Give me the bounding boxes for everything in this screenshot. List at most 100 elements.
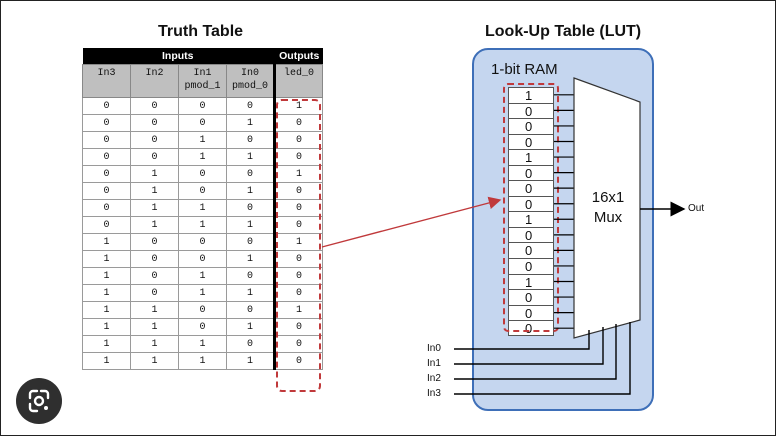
input-cell: 1 bbox=[130, 318, 179, 336]
lut-title: Look-Up Table (LUT) bbox=[485, 23, 642, 40]
mux-shape bbox=[573, 77, 641, 339]
input-cell: 0 bbox=[82, 165, 131, 183]
input-cell: 1 bbox=[130, 199, 179, 217]
column-header-line2: pmod_1 bbox=[184, 81, 221, 92]
column-header: In2 bbox=[130, 64, 179, 98]
column-header: In1 pmod_1 bbox=[178, 64, 227, 98]
input-cell: 1 bbox=[178, 352, 227, 370]
ram-cell: 0 bbox=[508, 118, 554, 134]
input-cell: 0 bbox=[178, 165, 227, 183]
ram-cell: 1 bbox=[508, 211, 554, 227]
mux-label: 16x1 Mux bbox=[578, 188, 638, 228]
output-cell: 0 bbox=[274, 352, 323, 370]
input-cell: 0 bbox=[226, 301, 276, 319]
ram-cell: 0 bbox=[508, 195, 554, 212]
column-header: led_0 bbox=[274, 64, 323, 98]
column-header: In0 pmod_0 bbox=[226, 64, 276, 98]
column-header-line1: In1 bbox=[193, 68, 212, 79]
input-cell: 1 bbox=[130, 352, 179, 370]
input-cell: 1 bbox=[226, 284, 276, 302]
truth-table: Inputs Outputs In3 In2 In1 pmod_1 In0 pmod_0 l… bbox=[82, 48, 323, 370]
ram-cell: 0 bbox=[508, 304, 554, 320]
column-header-line1: In0 bbox=[240, 68, 259, 79]
input-cell: 0 bbox=[178, 182, 227, 200]
input-cell: 1 bbox=[82, 318, 131, 336]
select-wires bbox=[454, 322, 631, 395]
output-cell: 0 bbox=[274, 182, 323, 200]
input-cell: 1 bbox=[82, 352, 131, 370]
ram-cell: 0 bbox=[508, 258, 554, 274]
column-header-line1: In3 bbox=[97, 68, 116, 79]
input-cell: 1 bbox=[226, 318, 276, 336]
input-cell: 0 bbox=[82, 199, 131, 217]
select-input-in0: In0 bbox=[427, 343, 441, 354]
output-cell: 0 bbox=[274, 216, 323, 234]
ram-cell: 1 bbox=[508, 87, 554, 103]
ram-cell: 0 bbox=[508, 289, 554, 305]
output-column-highlight bbox=[276, 99, 321, 392]
ram-cell: 1 bbox=[508, 149, 554, 165]
output-cell: 0 bbox=[274, 148, 323, 166]
ram-cell: 0 bbox=[508, 242, 554, 258]
inputs-group-header: Inputs bbox=[82, 48, 276, 65]
mux-label-line2: Mux bbox=[593, 209, 623, 226]
input-cell: 0 bbox=[178, 250, 227, 268]
input-cell: 1 bbox=[82, 284, 131, 302]
google-lens-icon[interactable] bbox=[16, 378, 62, 424]
input-cell: 1 bbox=[82, 233, 131, 251]
column-header: In3 bbox=[82, 64, 131, 98]
input-cell: 0 bbox=[178, 97, 227, 115]
input-cell: 0 bbox=[130, 97, 179, 115]
ram-to-mux-wires bbox=[554, 94, 576, 329]
column-header-line1: In2 bbox=[145, 68, 164, 79]
select-input-in1: In1 bbox=[427, 358, 441, 369]
select-input-in2: In2 bbox=[427, 373, 441, 384]
ram-cell: 0 bbox=[508, 164, 554, 181]
output-cell: 0 bbox=[274, 250, 323, 268]
input-cell: 0 bbox=[82, 131, 131, 149]
select-input-in3: In3 bbox=[427, 388, 441, 399]
outputs-group-header: Outputs bbox=[274, 48, 323, 65]
input-cell: 0 bbox=[178, 233, 227, 251]
mux-label-line1: 16x1 bbox=[591, 189, 625, 206]
output-cell: 1 bbox=[274, 233, 323, 251]
output-cell: 0 bbox=[274, 131, 323, 149]
ram-cell: 0 bbox=[508, 102, 554, 118]
column-header-row: In3 In2 In1 pmod_1 In0 pmod_0 led_0 bbox=[82, 64, 323, 98]
column-header-line1: led_0 bbox=[283, 68, 314, 79]
input-cell: 1 bbox=[82, 250, 131, 268]
input-cell: 1 bbox=[226, 250, 276, 268]
ram-cell: 1 bbox=[508, 273, 554, 289]
output-cell: 0 bbox=[274, 335, 323, 353]
input-cell: 1 bbox=[130, 216, 179, 234]
output-cell: 0 bbox=[274, 267, 323, 285]
input-cell: 1 bbox=[226, 182, 276, 200]
ram-cell: 0 bbox=[508, 226, 554, 243]
input-cell: 0 bbox=[178, 114, 227, 132]
ram-cell: 0 bbox=[508, 180, 554, 196]
input-cell: 1 bbox=[130, 165, 179, 183]
input-cell: 0 bbox=[226, 131, 276, 149]
column-header-line2: pmod_0 bbox=[231, 81, 268, 92]
input-cell: 1 bbox=[82, 301, 131, 319]
input-cell: 1 bbox=[82, 267, 131, 285]
truth-table-title: Truth Table bbox=[158, 23, 244, 40]
input-cell: 0 bbox=[130, 233, 179, 251]
input-cell: 1 bbox=[130, 335, 179, 353]
input-cell: 1 bbox=[178, 216, 227, 234]
input-cell: 0 bbox=[226, 199, 276, 217]
